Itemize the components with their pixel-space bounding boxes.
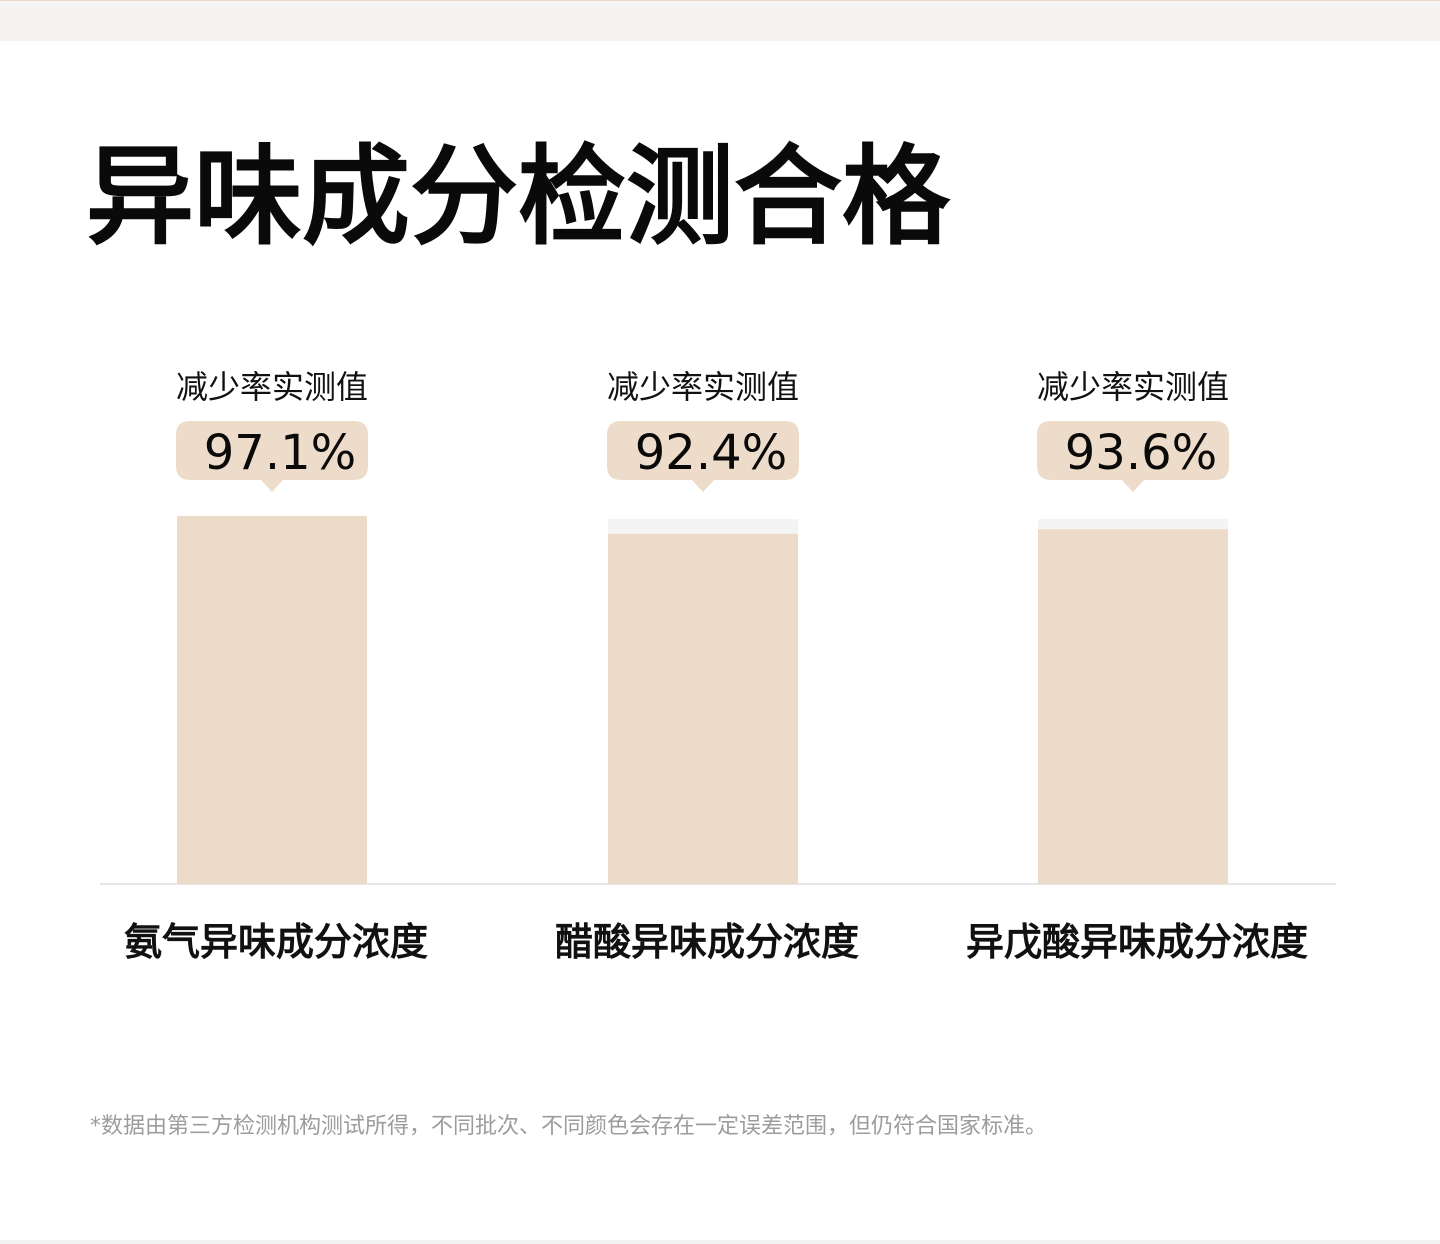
bars-group: 减少率实测值 97.1% 氨气异味成分浓度 减少率实测值 92.4% 醋酸异味成分浓度 减少…	[124, 368, 1308, 964]
value-badge	[176, 421, 368, 492]
footnote: *数据由第三方检测机构测试所得，不同批次、不同颜色会存在一定误差范围，但仍符合国…	[90, 1114, 1048, 1139]
bottom-band	[0, 1240, 1440, 1244]
top-band	[0, 0, 1440, 41]
data-label: 97.1%	[204, 425, 356, 481]
value-badge	[1037, 421, 1229, 492]
page-title: 异味成分检测合格	[86, 135, 951, 260]
category-label: 异戊酸异味成分浓度	[966, 920, 1308, 964]
bar-caption: 减少率实测值	[607, 368, 799, 406]
bar	[608, 533, 798, 884]
data-label: 93.6%	[1065, 425, 1217, 481]
bar	[1038, 529, 1228, 884]
bar-caption: 减少率实测值	[176, 368, 368, 406]
bar	[177, 515, 367, 884]
category-label: 醋酸异味成分浓度	[555, 920, 859, 964]
bar-caption: 减少率实测值	[1037, 368, 1229, 406]
category-label: 氨气异味成分浓度	[124, 920, 428, 964]
data-label: 92.4%	[635, 425, 787, 481]
value-badge	[607, 421, 799, 492]
